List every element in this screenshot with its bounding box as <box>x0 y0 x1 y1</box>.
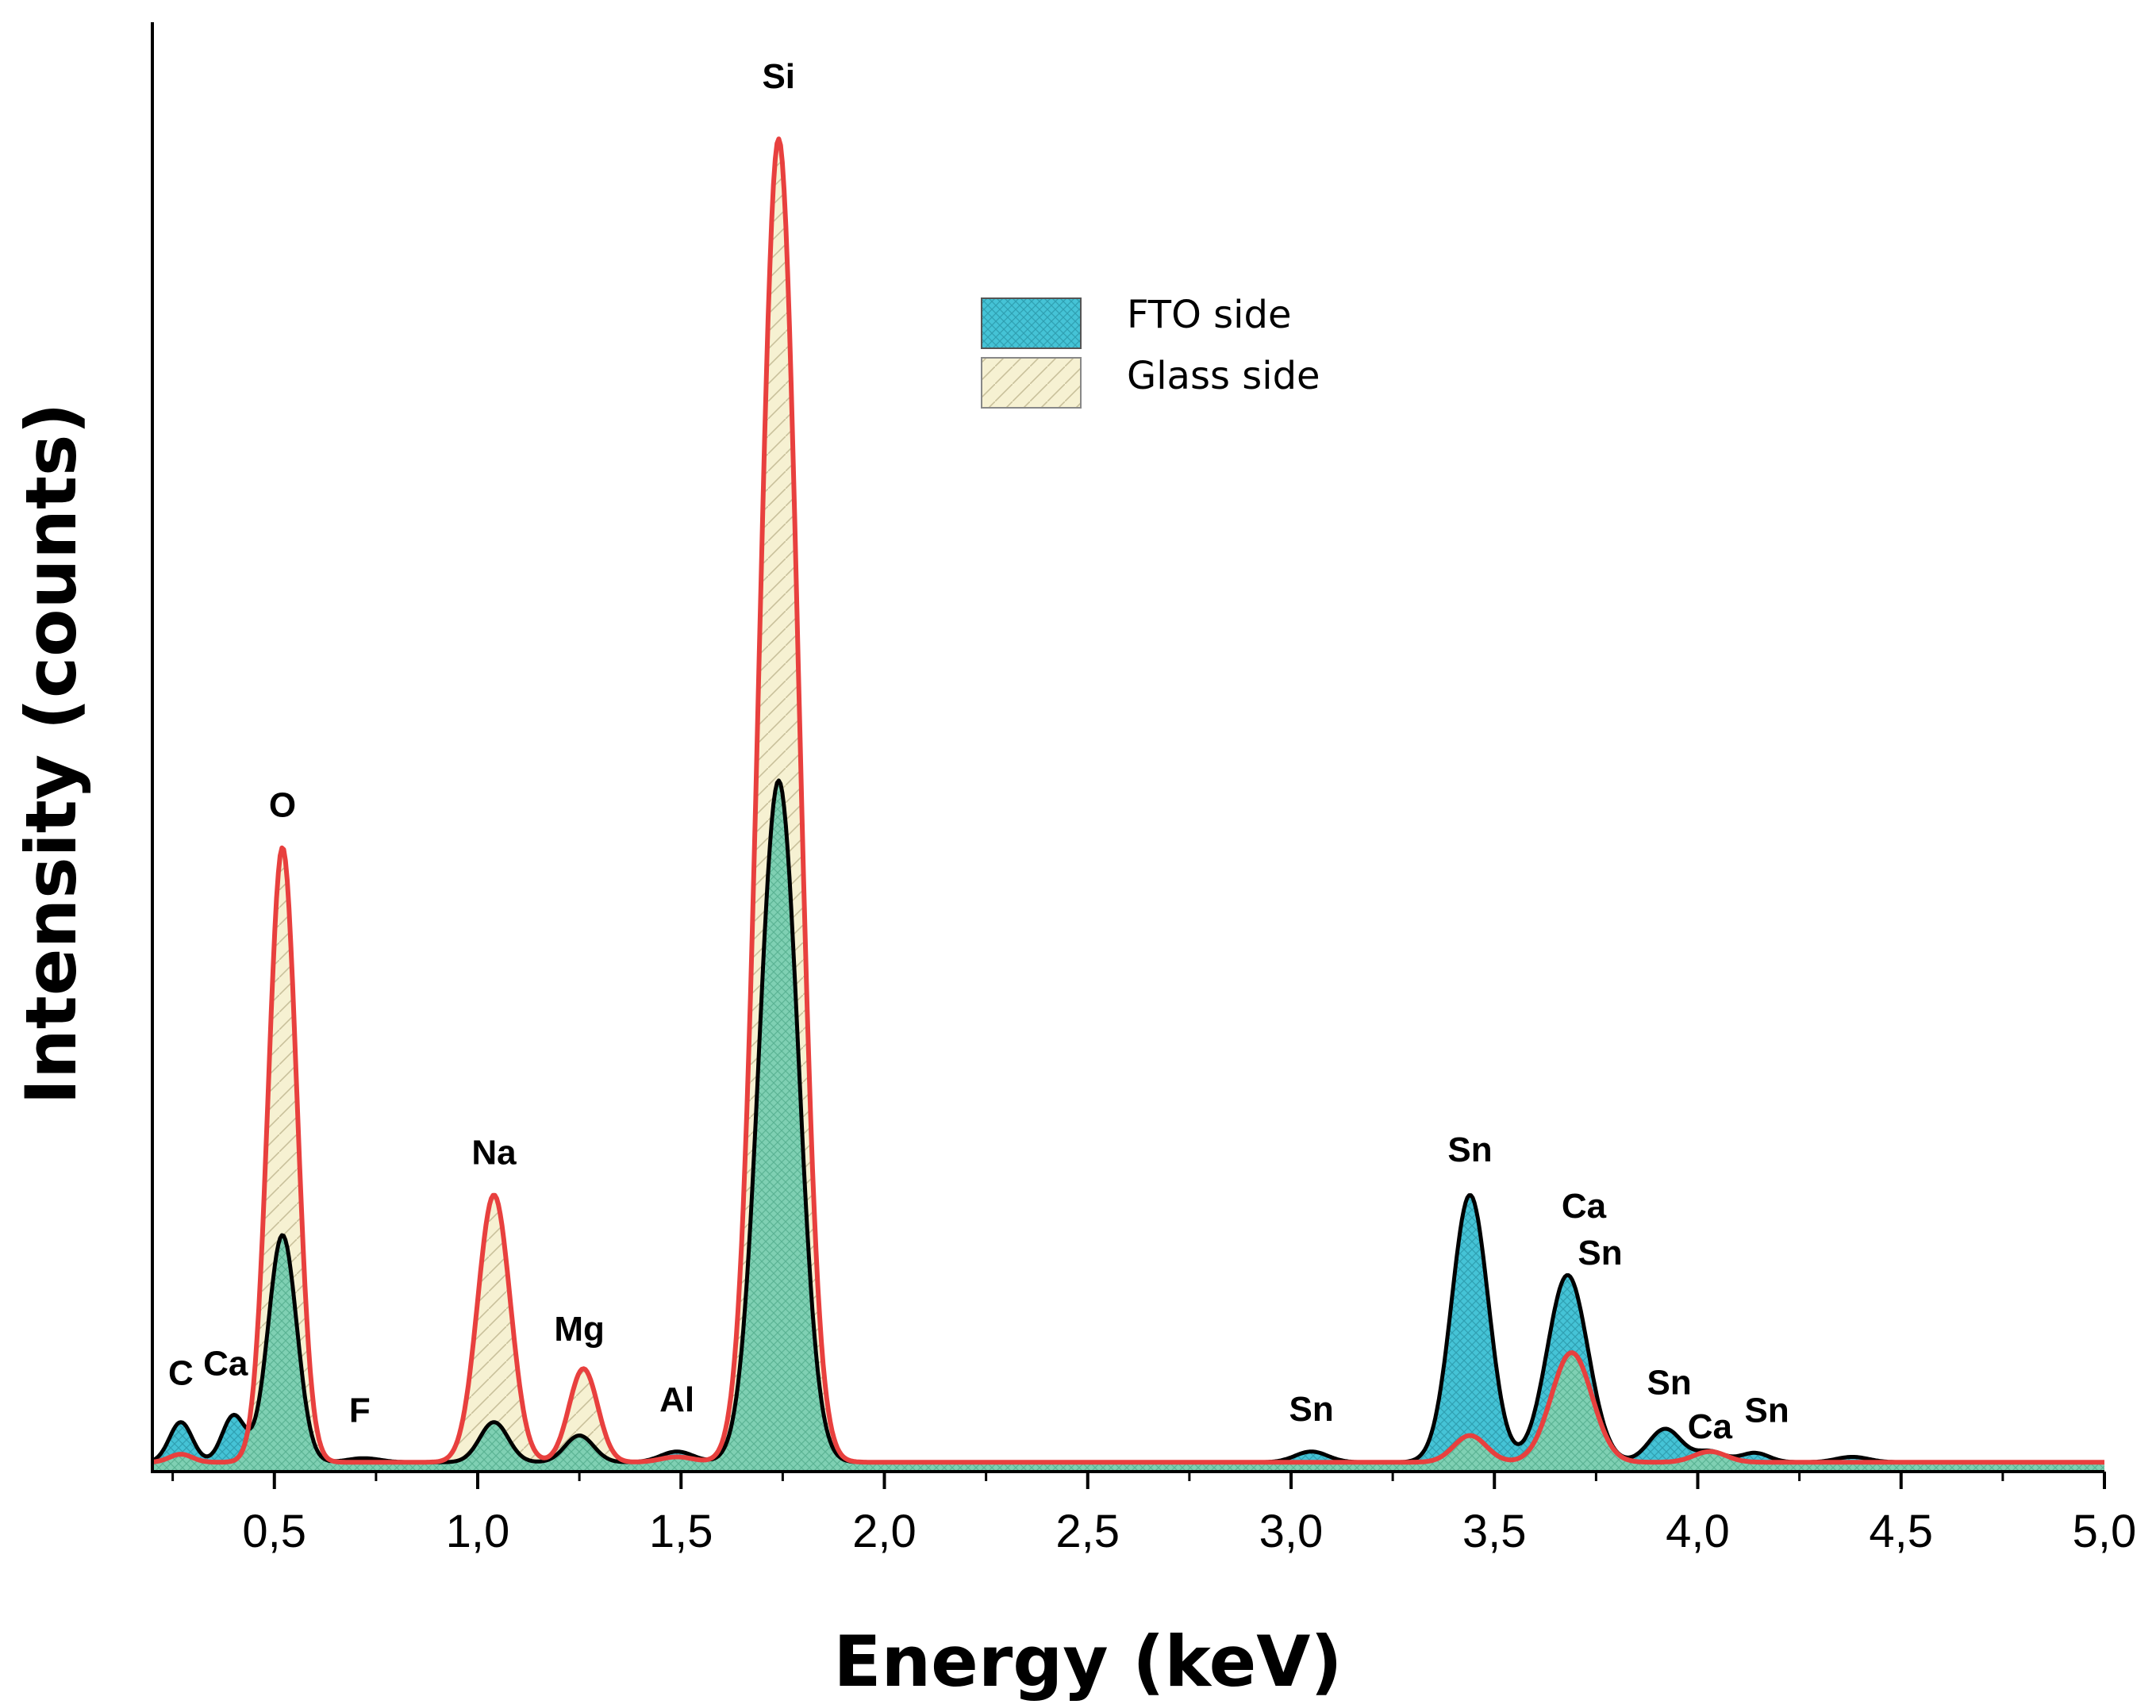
x-tick-label: 3,0 <box>1259 1506 1324 1557</box>
peak-label: Sn <box>1647 1363 1692 1402</box>
peak-label: Ca <box>203 1345 248 1384</box>
x-tick-label: 1,5 <box>649 1506 713 1557</box>
peak-label: Si <box>762 57 795 96</box>
peak-label: Sn <box>1289 1390 1334 1429</box>
peak-label: Na <box>471 1133 517 1172</box>
peak-label: Sn <box>1745 1391 1789 1430</box>
fto-side-area <box>152 780 2104 1472</box>
overlap-area <box>152 780 2104 1472</box>
peak-label: Al <box>659 1380 694 1419</box>
y-axis-title: Intensity (counts) <box>10 402 92 1104</box>
x-axis-ticks: 0,5 1,0 1,5 2,0 2,5 3,0 3,5 4,0 4,5 5,0 <box>171 1472 2137 1557</box>
legend: FTO side Glass side <box>981 293 1320 409</box>
legend-label-glass: Glass side <box>1127 354 1320 398</box>
x-axis-title: Energy (keV) <box>833 1621 1342 1702</box>
peak-label: O <box>269 785 296 824</box>
legend-swatch-glass <box>981 357 1082 409</box>
x-tick-label: 5,0 <box>2073 1506 2137 1557</box>
peak-label: Ca <box>1562 1187 1607 1226</box>
peak-label: Sn <box>1447 1130 1492 1169</box>
legend-swatch-fto <box>981 297 1082 349</box>
x-tick-label: 1,0 <box>446 1506 510 1557</box>
x-tick-label: 2,5 <box>1055 1506 1120 1557</box>
x-tick-label: 4,5 <box>1869 1506 1933 1557</box>
x-tick-label: 2,0 <box>852 1506 917 1557</box>
peak-label: C <box>168 1353 194 1392</box>
x-tick-label: 3,5 <box>1462 1506 1527 1557</box>
x-tick-label: 0,5 <box>242 1506 306 1557</box>
peak-label: Mg <box>554 1310 605 1349</box>
x-tick-label: 4,0 <box>1666 1506 1730 1557</box>
glass-side-line <box>152 136 2105 1465</box>
peak-label: Ca <box>1688 1407 1733 1446</box>
peak-label: Sn <box>1578 1234 1622 1272</box>
plot-area <box>151 136 2105 1472</box>
fto-side-line <box>151 778 2105 1464</box>
glass-side-area <box>152 139 2104 1472</box>
peak-label: F <box>349 1391 371 1430</box>
legend-label-fto: FTO side <box>1127 293 1291 337</box>
